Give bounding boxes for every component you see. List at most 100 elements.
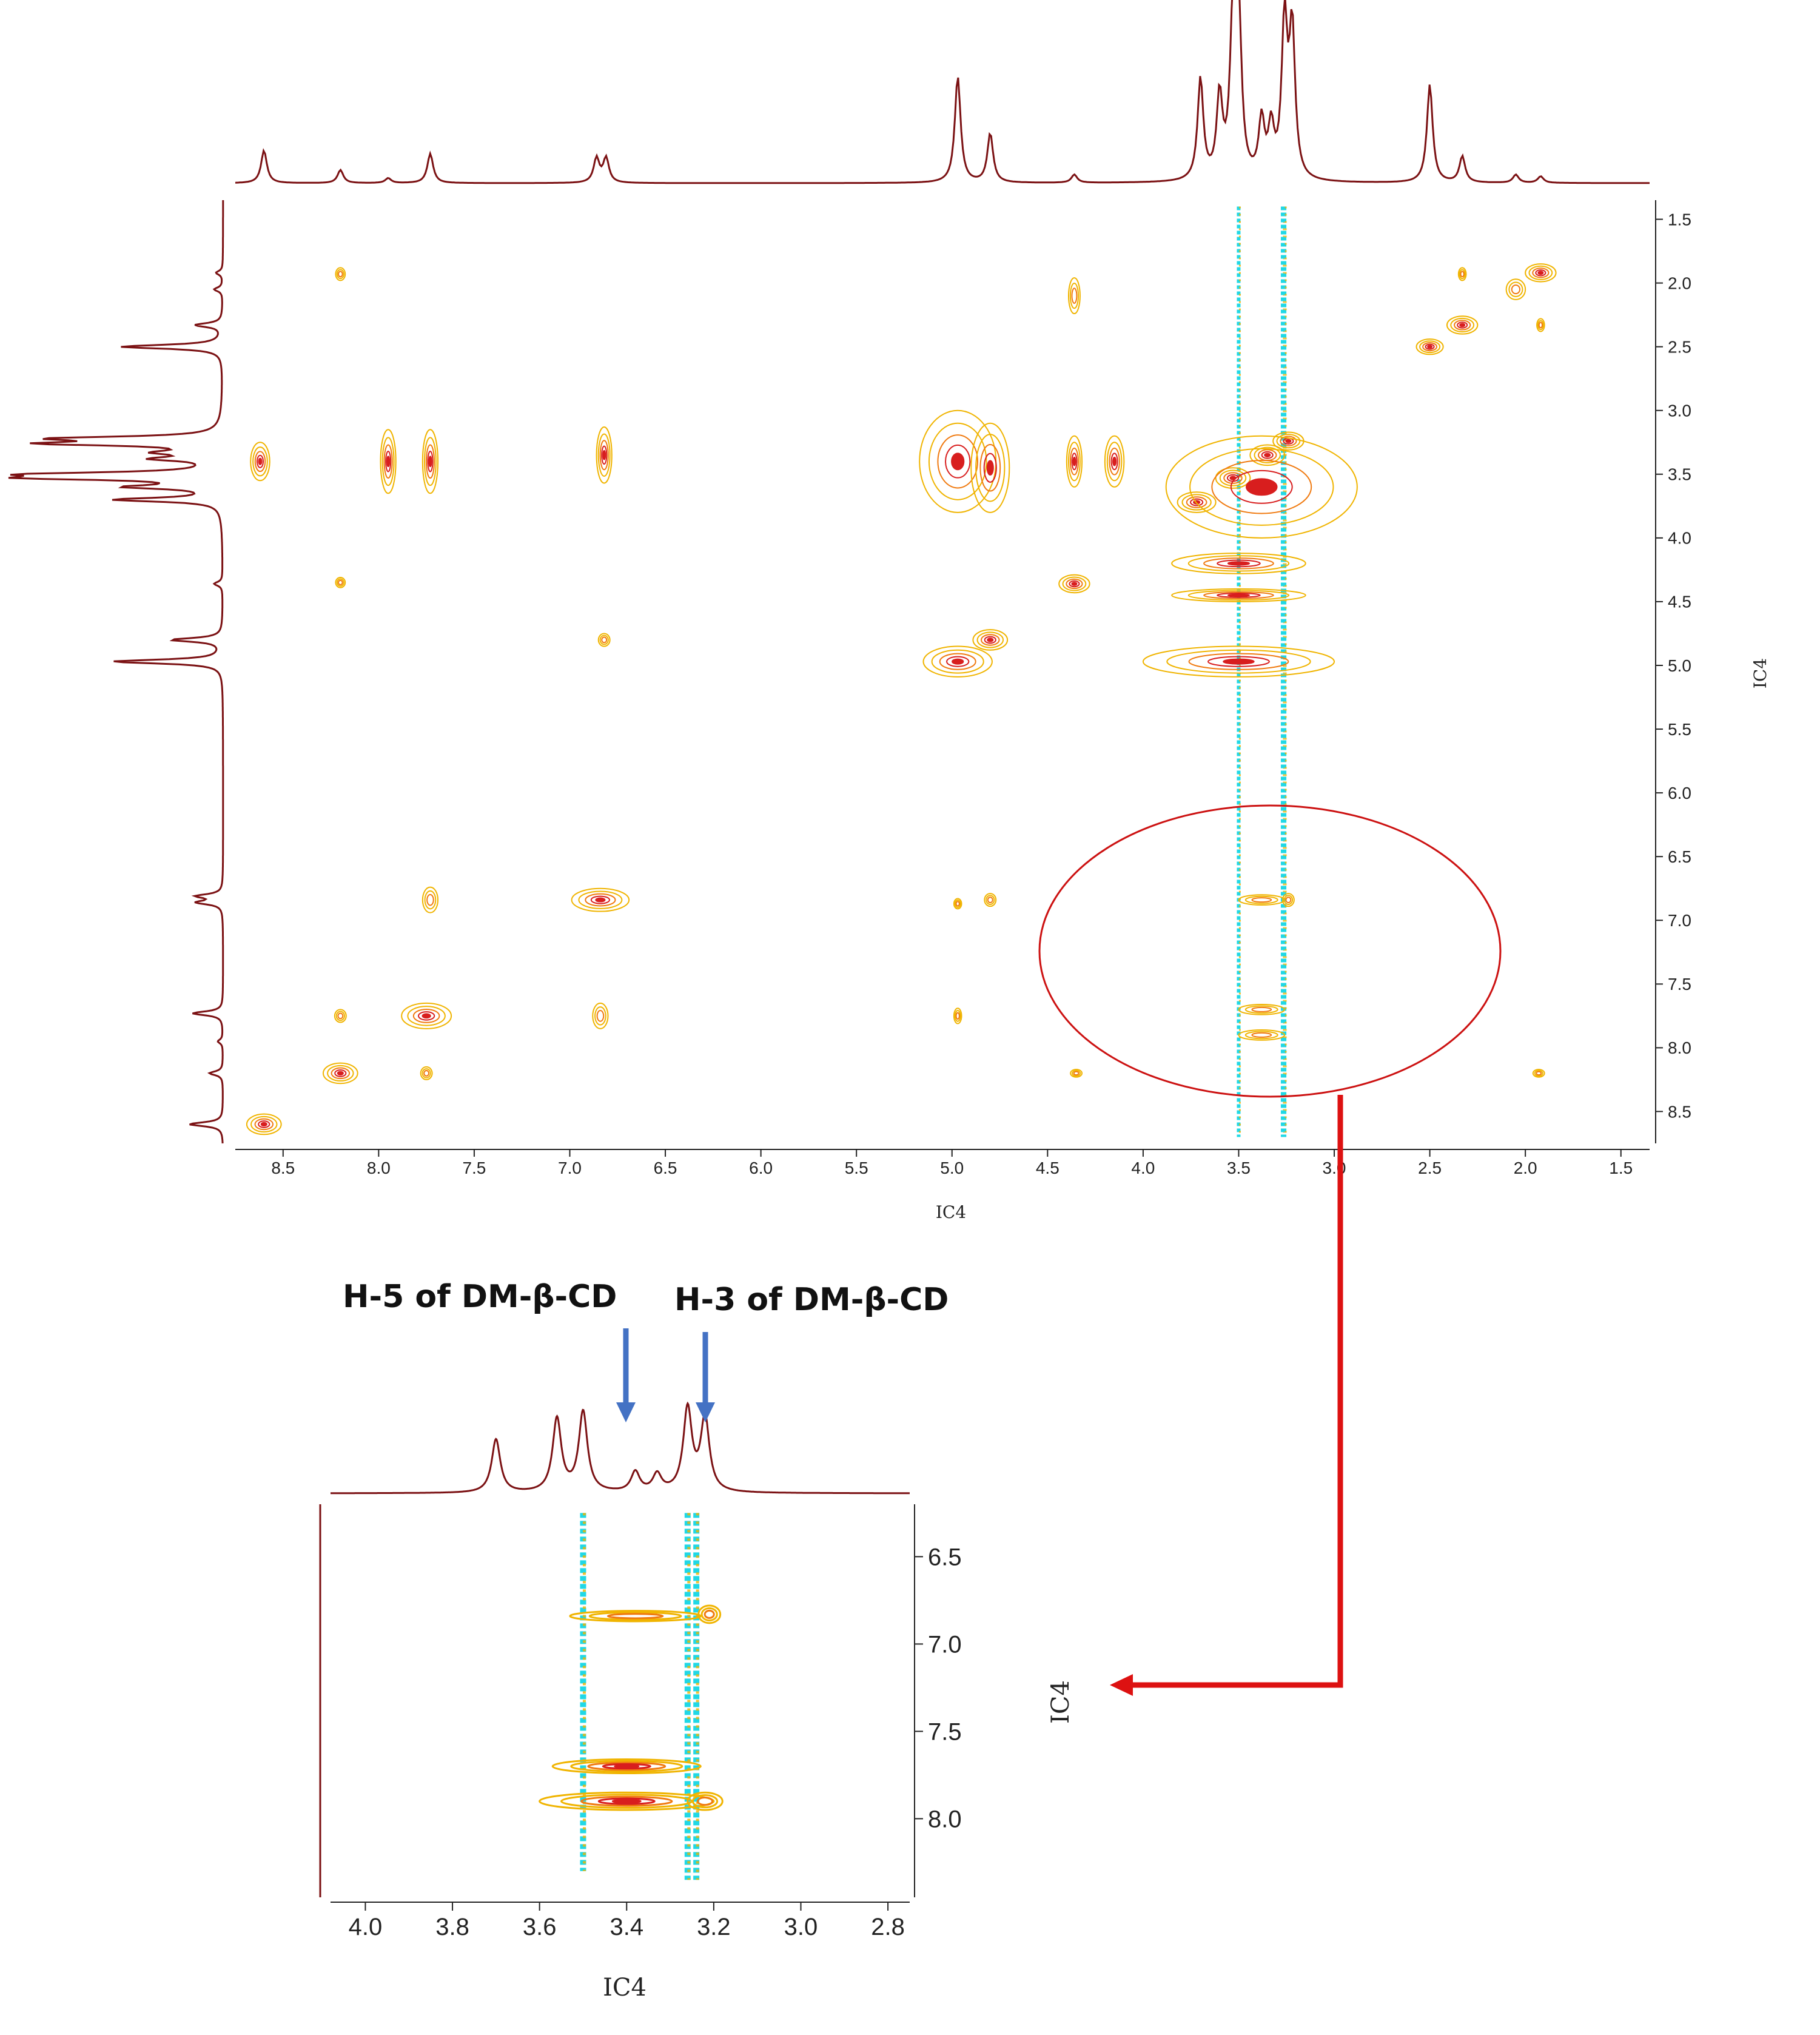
cross-peak (1238, 1029, 1286, 1041)
x-tick-label: 7.5 (462, 1159, 486, 1177)
h3-annotation-label: H-3 of DM-β-CD (674, 1282, 949, 1318)
y-tick-label: 8.0 (928, 1806, 962, 1832)
cross-peak (421, 886, 439, 913)
cross-peak (592, 1002, 609, 1029)
cross-peak (596, 426, 613, 484)
cross-peak (1067, 277, 1081, 315)
cross-peak (1070, 1069, 1083, 1078)
highlight-ellipse (1038, 804, 1502, 1098)
y-tick-label: 6.5 (928, 1544, 962, 1570)
main-contour-layer (246, 206, 1557, 1137)
diagonal-peak (1415, 338, 1444, 355)
y-tick-label: 3.0 (1668, 402, 1691, 420)
main-plot: 8.5 8.0 7.5 7.0 6.5 6.0 5.5 5.0 4.5 4.0 3.5 3.0 2.5 2… (8, 0, 1770, 1222)
diagonal-peak (571, 887, 630, 912)
cross-peak (334, 1009, 347, 1023)
y-tick-label: 2.0 (1668, 274, 1691, 292)
cross-peak (1066, 435, 1083, 488)
diagonal-peak (972, 629, 1009, 651)
x-tick-label: 8.0 (367, 1159, 391, 1177)
inset-y-axis: 6.5 7.0 7.5 8.0 (914, 1504, 962, 1897)
y-tick-label: 8.0 (1668, 1038, 1691, 1057)
x-tick-label: 3.8 (435, 1914, 469, 1940)
diagonal-peak (922, 645, 993, 678)
cross-peak (1165, 435, 1358, 539)
x-tick-label: 3.5 (1227, 1159, 1251, 1177)
cross-peak (697, 1604, 722, 1624)
inset-plot: 4.0 3.8 3.6 3.4 3.2 3.0 2.8 6.5 7.0 7.5 8.0 IC4 I… (319, 1401, 1075, 2002)
cross-peak (250, 442, 270, 482)
y-tick-label: 6.5 (1668, 847, 1691, 866)
y-tick-label: 3.5 (1668, 465, 1691, 484)
cross-peak (539, 1791, 715, 1811)
cross-peak (420, 1066, 433, 1080)
x-tick-label: 3.4 (609, 1914, 643, 1940)
diagonal-peak (322, 1062, 358, 1085)
x-tick-label: 6.5 (654, 1159, 677, 1177)
y-tick-label: 5.5 (1668, 720, 1691, 739)
y-tick-label: 7.5 (1668, 975, 1691, 994)
inset-y-axis-title: IC4 (1047, 1680, 1075, 1724)
cross-peak (687, 1791, 724, 1811)
cross-peak (1142, 645, 1335, 678)
h3-arrow-icon (696, 1332, 715, 1422)
diagonal-peak (1058, 574, 1090, 594)
cross-peak (1171, 553, 1306, 574)
x-tick-label: 4.5 (1036, 1159, 1059, 1177)
cross-peak (1505, 278, 1526, 300)
x-tick-label: 2.5 (1418, 1159, 1442, 1177)
left-projection-trace (8, 200, 224, 1144)
diagonal-peak (1525, 263, 1557, 283)
h5-arrow-icon (616, 1328, 636, 1422)
diagonal-peak (1446, 315, 1479, 335)
cross-peak (1238, 1003, 1286, 1015)
y-tick-label: 4.0 (1668, 529, 1691, 548)
cross-peak (953, 898, 962, 910)
x-tick-label: 2.0 (1514, 1159, 1537, 1177)
x-tick-label: 2.8 (871, 1914, 905, 1940)
top-projection-trace (331, 1401, 910, 1495)
diagonal-peak (401, 1002, 452, 1029)
main-x-axis-title: IC4 (936, 1202, 966, 1222)
main-x-axis: 8.5 8.0 7.5 7.0 6.5 6.0 5.5 5.0 4.5 4.0 3.5 3.0 2.5 2… (235, 1149, 1650, 1177)
x-tick-label: 3.6 (523, 1914, 557, 1940)
x-tick-label: 5.0 (940, 1159, 964, 1177)
inset-contour-layer (539, 1513, 724, 1880)
x-tick-label: 7.0 (558, 1159, 582, 1177)
cross-peak (1171, 588, 1306, 602)
inset-x-axis: 4.0 3.8 3.6 3.4 3.2 3.0 2.8 (331, 1902, 910, 1940)
h5-annotation-label: H-5 of DM-β-CD (343, 1279, 617, 1315)
cross-peak (919, 409, 997, 513)
x-tick-label: 8.5 (271, 1159, 295, 1177)
x-tick-label: 1.5 (1609, 1159, 1633, 1177)
main-left-projection (8, 200, 224, 1144)
y-tick-label: 4.5 (1668, 593, 1691, 611)
x-tick-label: 6.0 (749, 1159, 773, 1177)
zoom-connector-arrow (1110, 1095, 1343, 1696)
cross-peak (335, 577, 346, 588)
cross-peak (421, 429, 439, 494)
cross-peak (551, 1758, 702, 1775)
main-y-axis-title: IC4 (1750, 658, 1770, 688)
x-tick-label: 4.0 (349, 1914, 383, 1940)
y-tick-label: 7.0 (928, 1631, 962, 1658)
cross-peak (1457, 267, 1467, 281)
cross-peak (970, 422, 1010, 513)
diagonal-peak (1249, 444, 1286, 466)
cross-peak (1532, 1069, 1545, 1078)
inset-x-axis-title: IC4 (603, 1974, 646, 2002)
cross-peak (1536, 318, 1545, 332)
y-tick-label: 2.5 (1668, 337, 1691, 356)
x-tick-label: 3.2 (697, 1914, 731, 1940)
y-tick-label: 6.0 (1668, 784, 1691, 802)
cross-peak (1281, 893, 1295, 907)
x-tick-label: 5.5 (845, 1159, 868, 1177)
y-tick-label: 5.0 (1668, 656, 1691, 675)
main-y-axis: 1.5 2.0 2.5 3.0 3.5 4.0 4.5 5.0 5.5 6.0 6.5 7.0 7.5 8… (1655, 200, 1691, 1143)
cross-peak (569, 1610, 702, 1623)
y-tick-label: 1.5 (1668, 210, 1691, 229)
cross-peak (953, 1007, 962, 1024)
cross-peak (984, 893, 997, 907)
